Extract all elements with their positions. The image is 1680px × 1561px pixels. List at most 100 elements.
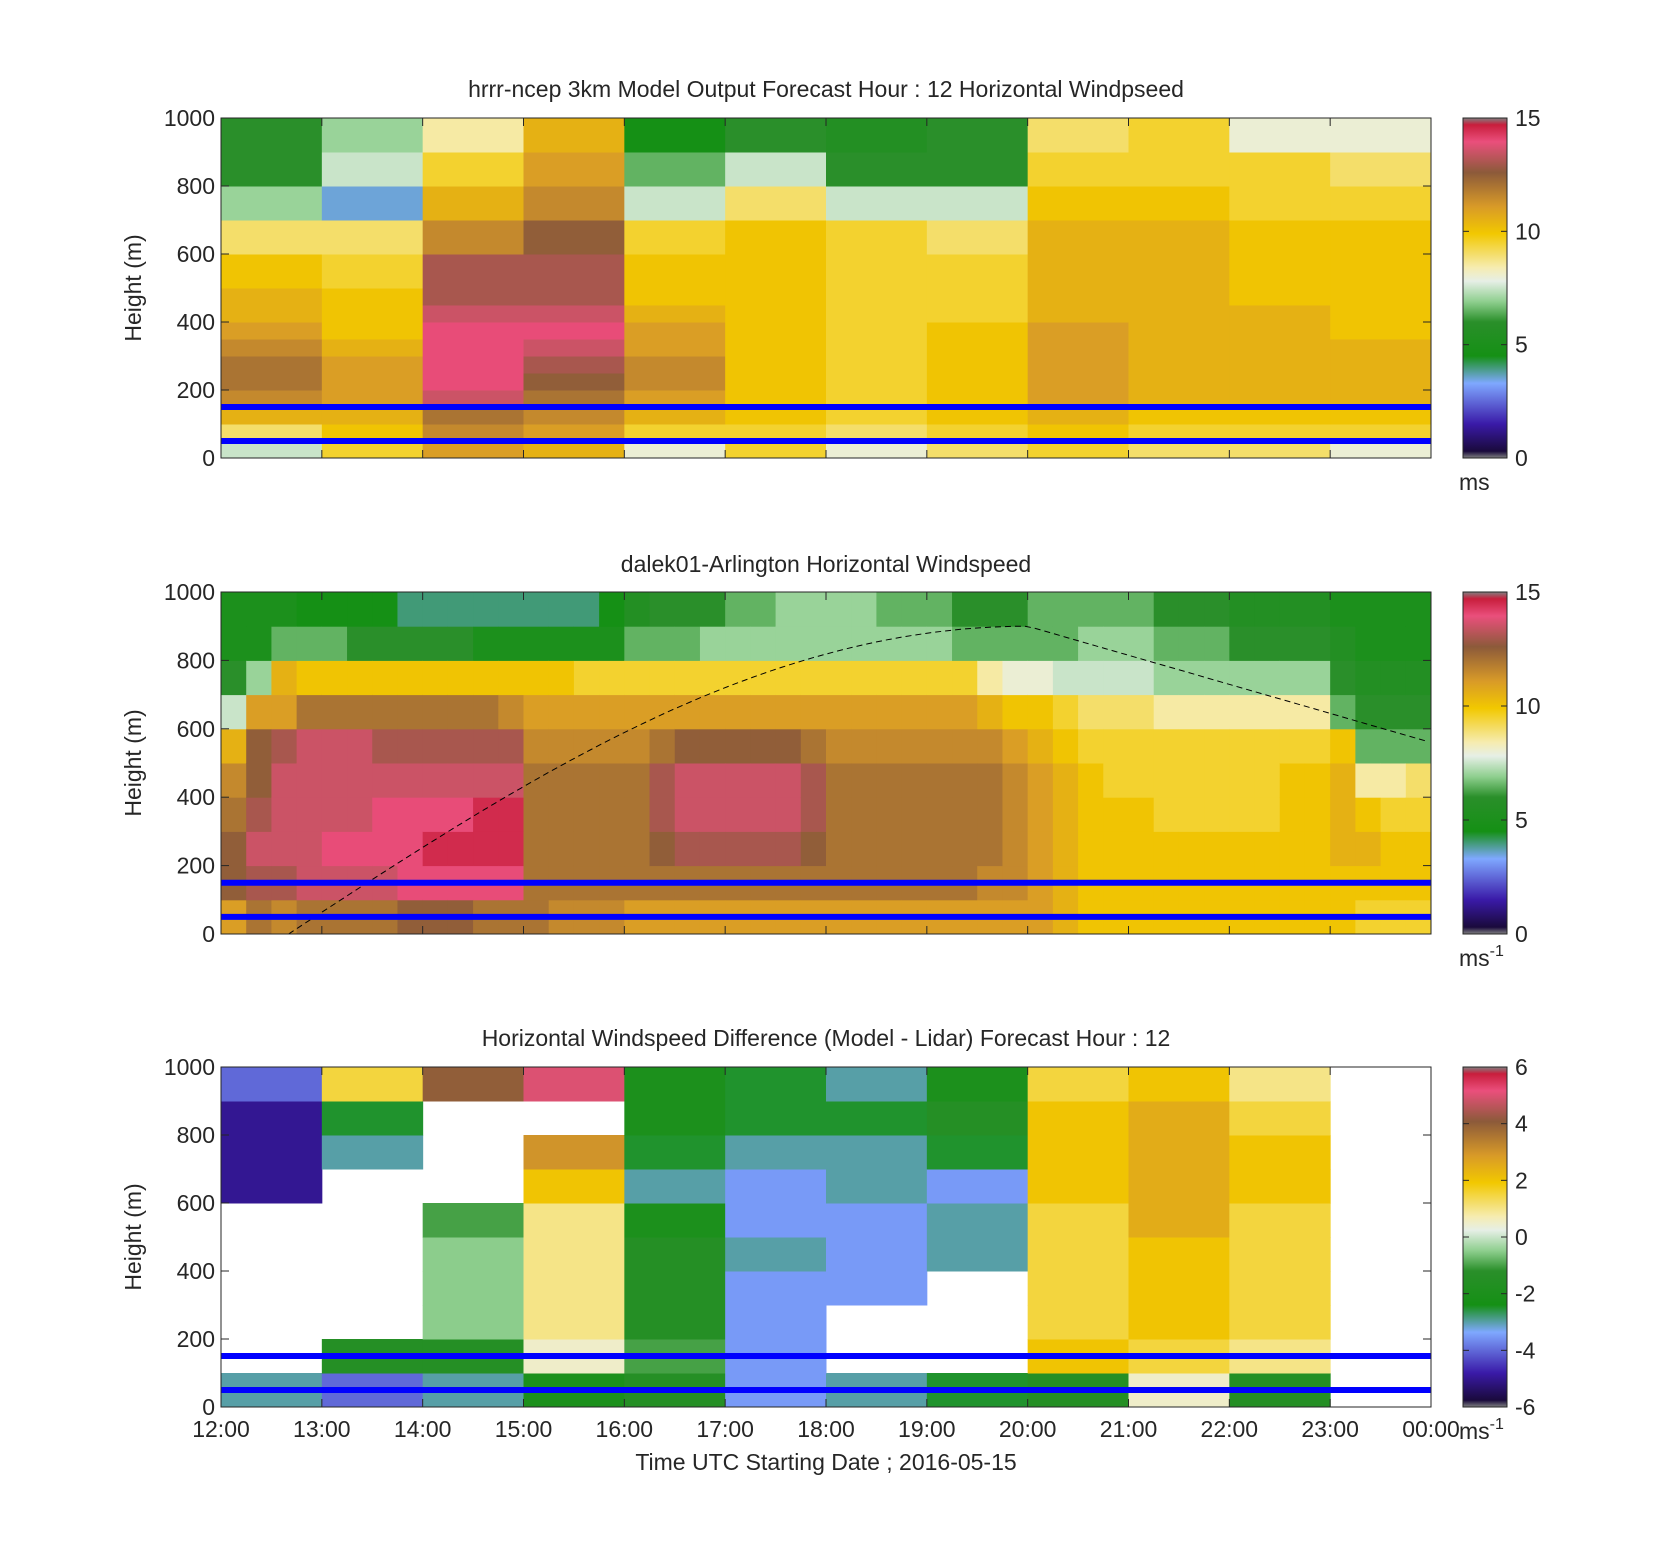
heatmap-cell bbox=[977, 763, 1003, 798]
x-tick-label: 18:00 bbox=[797, 1416, 855, 1442]
heatmap-cell bbox=[221, 407, 323, 425]
heatmap-cell bbox=[1330, 373, 1431, 391]
heatmap-cell bbox=[1103, 694, 1129, 730]
heatmap-cell bbox=[750, 660, 777, 696]
heatmap-cell bbox=[926, 660, 953, 696]
heatmap-cell bbox=[347, 626, 373, 661]
heatmap-cell bbox=[1128, 626, 1155, 661]
heatmap-cell bbox=[573, 626, 600, 661]
heatmap-cell bbox=[1027, 797, 1054, 832]
heatmap-cell bbox=[725, 424, 827, 442]
y-tick-label: 200 bbox=[177, 1326, 215, 1352]
heatmap-cell bbox=[624, 1203, 726, 1238]
heatmap-cell bbox=[926, 288, 1029, 306]
heatmap-cell bbox=[901, 592, 928, 627]
heatmap-cell bbox=[1052, 797, 1079, 832]
heatmap-cell bbox=[1128, 339, 1230, 357]
heatmap-cell bbox=[1330, 660, 1356, 696]
heatmap-cell bbox=[548, 660, 575, 696]
heatmap-cell bbox=[699, 728, 726, 764]
heatmap-cell bbox=[1229, 220, 1331, 255]
heatmap-cell bbox=[1078, 626, 1104, 661]
reference-lines bbox=[221, 1353, 1431, 1393]
heatmap-cell bbox=[826, 1169, 928, 1204]
heatmap-cell bbox=[725, 1067, 827, 1102]
heatmap-cell bbox=[926, 305, 1029, 323]
heatmap-cell bbox=[1229, 441, 1331, 458]
colorbar-tick-label: 4 bbox=[1515, 1111, 1528, 1137]
heatmap-cell bbox=[699, 763, 726, 798]
heatmap-cell bbox=[699, 694, 726, 730]
heatmap-cell bbox=[523, 424, 625, 442]
heatmap-cell bbox=[473, 660, 499, 696]
heatmap-cell bbox=[649, 592, 676, 627]
heatmap-cell bbox=[321, 152, 424, 187]
panel-title: hrrr-ncep 3km Model Output Forecast Hour… bbox=[468, 76, 1184, 102]
heatmap-cell bbox=[901, 660, 928, 696]
heatmap-cell bbox=[1103, 831, 1129, 867]
heatmap-cell bbox=[372, 728, 398, 764]
x-tick-labels: 12:00 13:00 14:00 15:00 16:00 17:00 18:00 19:00… bbox=[192, 1416, 1460, 1442]
heatmap-cell bbox=[422, 660, 449, 696]
heatmap-cell bbox=[977, 797, 1003, 832]
heatmap-cell bbox=[1330, 356, 1431, 374]
heatmap-cell bbox=[952, 592, 978, 627]
heatmap-cell bbox=[221, 254, 323, 272]
heatmap-cell bbox=[1027, 1067, 1129, 1102]
y-tick-label: 1000 bbox=[164, 105, 215, 131]
heatmap-cell bbox=[1052, 831, 1079, 867]
heatmap-cell bbox=[271, 763, 298, 798]
heatmap-cell bbox=[826, 694, 852, 730]
heatmap-cell bbox=[624, 694, 651, 730]
heatmap-cell bbox=[649, 797, 676, 832]
y-tick-label: 1000 bbox=[164, 579, 215, 605]
heatmap-cell bbox=[1027, 322, 1129, 340]
heatmap-cell bbox=[826, 271, 928, 289]
colorbar-tick-label: 5 bbox=[1515, 807, 1528, 833]
heatmap-cell bbox=[523, 271, 625, 289]
heatmap-cell bbox=[1027, 441, 1129, 458]
heatmap-cell bbox=[1330, 186, 1431, 221]
colorbar-unit-exponent: -1 bbox=[1490, 943, 1504, 960]
heatmap-cell bbox=[1229, 1271, 1331, 1306]
heatmap-cell bbox=[422, 424, 524, 442]
heatmap-cell bbox=[246, 694, 272, 730]
heatmap-cell bbox=[1128, 1305, 1230, 1340]
heatmap-cell bbox=[523, 322, 625, 340]
heatmap-cell bbox=[422, 1305, 524, 1340]
heatmap-cell bbox=[1027, 186, 1129, 221]
heatmap-cell bbox=[952, 763, 978, 798]
heatmap-cell bbox=[422, 220, 524, 255]
heatmap-cell bbox=[1052, 592, 1079, 627]
heatmap-cell bbox=[599, 797, 625, 832]
heatmap-cell bbox=[1229, 763, 1256, 798]
heatmap-cell bbox=[221, 220, 323, 255]
heatmap-cell bbox=[926, 1135, 1029, 1170]
heatmap-cell bbox=[926, 118, 1029, 153]
heatmap-cell bbox=[1254, 592, 1281, 627]
heatmap-cell bbox=[699, 660, 726, 696]
heatmap-cell bbox=[447, 728, 474, 764]
heatmap-cell bbox=[725, 220, 827, 255]
heatmap-cell bbox=[851, 660, 877, 696]
heatmap-cell bbox=[1128, 831, 1155, 867]
heatmap-cell bbox=[422, 254, 524, 272]
colorbar-tick-label: -4 bbox=[1515, 1337, 1536, 1363]
heatmap-cell bbox=[1027, 339, 1129, 357]
heatmap-cell bbox=[1153, 797, 1180, 832]
heatmap-cell bbox=[926, 390, 1029, 408]
heatmap-cell bbox=[926, 797, 953, 832]
heatmap-cell bbox=[851, 592, 877, 627]
heatmap-cell bbox=[1027, 592, 1054, 627]
y-tick-label: 400 bbox=[177, 1258, 215, 1284]
heatmap-cell bbox=[1002, 831, 1029, 867]
heatmap-cell bbox=[624, 592, 651, 627]
heatmap-cell bbox=[1128, 390, 1230, 408]
heatmap-cell bbox=[1229, 728, 1256, 764]
heatmap-cell bbox=[372, 626, 398, 661]
heatmap-cell bbox=[775, 763, 802, 798]
heatmap-cell bbox=[952, 797, 978, 832]
heatmap-cell bbox=[1229, 424, 1331, 442]
heatmap-cell bbox=[725, 1101, 827, 1136]
heatmap-cell bbox=[926, 407, 1029, 425]
